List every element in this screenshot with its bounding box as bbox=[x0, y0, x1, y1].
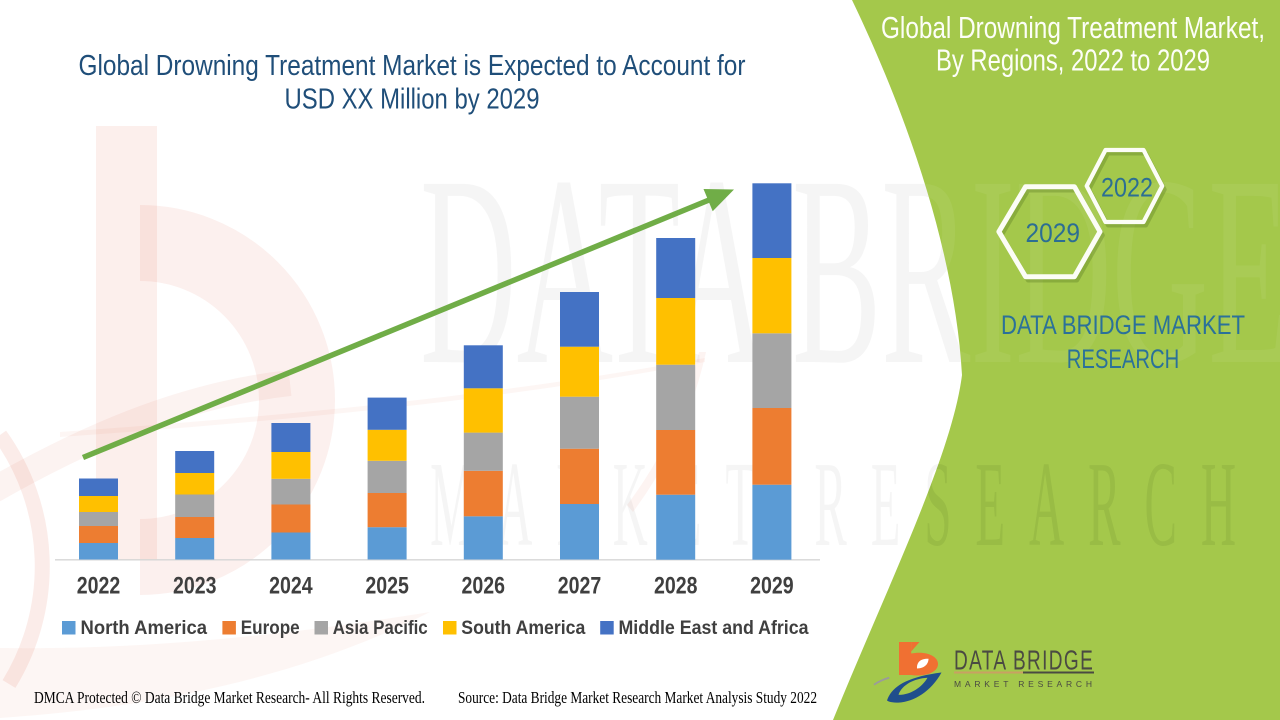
svg-text:Middle East and Africa: Middle East and Africa bbox=[619, 618, 809, 639]
svg-text:By Regions, 2022 to 2029: By Regions, 2022 to 2029 bbox=[936, 44, 1210, 78]
svg-text:2024: 2024 bbox=[269, 573, 313, 600]
svg-text:2029: 2029 bbox=[750, 573, 794, 600]
svg-text:MARKET RESEARCH: MARKET RESEARCH bbox=[954, 679, 1092, 689]
svg-text:2022: 2022 bbox=[1101, 173, 1153, 203]
svg-text:North America: North America bbox=[81, 618, 208, 639]
svg-text:South America: South America bbox=[461, 618, 585, 639]
svg-text:RESEARCH: RESEARCH bbox=[1067, 344, 1180, 374]
svg-text:2023: 2023 bbox=[173, 573, 217, 600]
svg-text:DATA BRIDGE MARKET: DATA BRIDGE MARKET bbox=[1001, 310, 1245, 340]
svg-text:2026: 2026 bbox=[462, 573, 506, 600]
svg-text:Global Drowning Treatment Mark: Global Drowning Treatment Market, bbox=[881, 11, 1265, 45]
svg-text:2025: 2025 bbox=[365, 573, 409, 600]
svg-text:2027: 2027 bbox=[558, 573, 602, 600]
svg-text:Asia Pacific: Asia Pacific bbox=[333, 618, 428, 639]
svg-text:Global Drowning Treatment Mark: Global Drowning Treatment Market is Expe… bbox=[79, 50, 746, 82]
svg-text:2022: 2022 bbox=[77, 573, 121, 600]
svg-text:Source: Data Bridge Market Res: Source: Data Bridge Market Research Mark… bbox=[458, 688, 817, 707]
svg-text:2028: 2028 bbox=[654, 573, 698, 600]
svg-text:DMCA Protected © Data Bridge M: DMCA Protected © Data Bridge Market Rese… bbox=[34, 688, 425, 707]
svg-text:2029: 2029 bbox=[1026, 218, 1081, 248]
svg-text:DATA BRIDGE: DATA BRIDGE bbox=[954, 645, 1094, 677]
svg-text:USD XX Million by 2029: USD XX Million by 2029 bbox=[285, 84, 540, 116]
svg-text:Europe: Europe bbox=[241, 618, 300, 639]
